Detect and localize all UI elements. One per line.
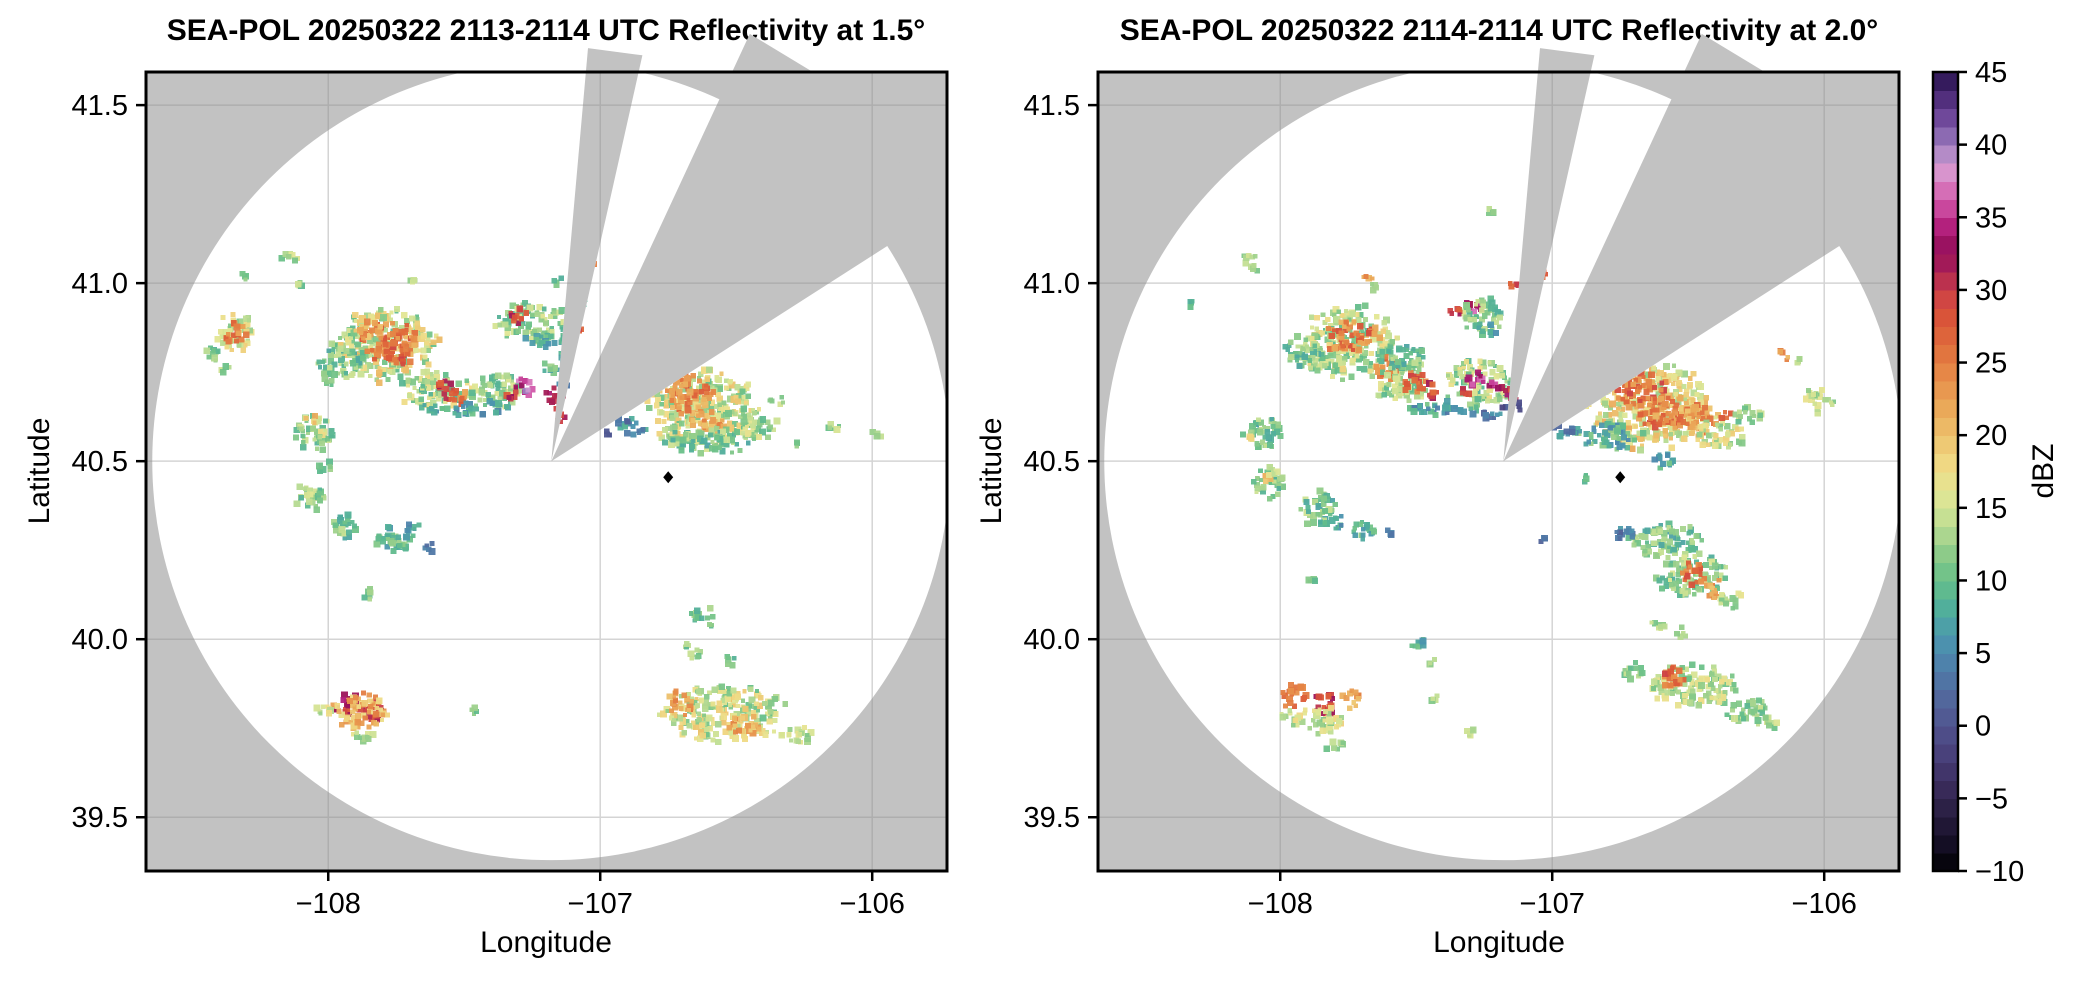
- colorbar-segment: [1933, 289, 1958, 309]
- colorbar-border: [1931, 70, 1960, 873]
- panel-title-left: SEA-POL 20250322 2113-2114 UTC Reflectiv…: [166, 14, 926, 47]
- y-axis-label-left: Latitude: [23, 417, 56, 525]
- colorbar-tick-label: 10: [1975, 565, 2007, 597]
- axis-ticks: [1088, 103, 1826, 881]
- colorbar-segment: [1933, 162, 1958, 182]
- colorbar-tick-label: −5: [1975, 783, 2008, 815]
- y-tick-label: 41.0: [1024, 268, 1080, 300]
- colorbar-segment: [1933, 743, 1958, 763]
- colorbar-segment: [1933, 562, 1958, 582]
- x-tick-label: −107: [568, 888, 633, 920]
- echo-layer: [203, 251, 884, 746]
- colorbar-segment: [1933, 72, 1958, 91]
- y-tick-label: 40.0: [72, 624, 128, 656]
- colorbar-segment: [1933, 471, 1958, 491]
- x-tick-label: −108: [1248, 888, 1313, 920]
- y-tick-label: 39.5: [1024, 802, 1080, 834]
- colorbar-segment: [1933, 326, 1958, 346]
- colorbar-segment: [1933, 580, 1958, 600]
- colorbar-tick-label: 0: [1975, 711, 1991, 743]
- colorbar-tick-label: 20: [1975, 420, 2007, 452]
- y-tick-label: 40.0: [1024, 624, 1080, 656]
- colorbar-segment: [1933, 798, 1958, 818]
- blocked-sector-0: [551, 48, 643, 462]
- colorbar-segment: [1933, 308, 1958, 328]
- y-tick-label: 41.0: [72, 268, 128, 300]
- colorbar-segment: [1933, 90, 1958, 110]
- colorbar-segment: [1933, 489, 1958, 509]
- colorbar-label: dBZ: [2027, 443, 2060, 499]
- colorbar-segment: [1933, 126, 1958, 146]
- x-tick-label: −108: [296, 888, 361, 920]
- y-tick-label: 41.5: [72, 90, 128, 122]
- colorbar-segment: [1933, 271, 1958, 291]
- grid-lines: [146, 72, 947, 871]
- plot-border: [1096, 70, 1901, 873]
- colorbar-segment: [1933, 834, 1958, 854]
- radar-plot-left: −108 −107 −106 41.5 41.0 40.5 40.0 39.5: [72, 33, 951, 920]
- colorbar-tick-label: 30: [1975, 275, 2007, 307]
- y-tick-label: 41.5: [1024, 90, 1080, 122]
- colorbar-segment: [1933, 634, 1958, 654]
- colorbar-tick-label: −10: [1975, 856, 2024, 888]
- colorbar-tick-label: 5: [1975, 638, 1991, 670]
- colorbar-segment: [1933, 653, 1958, 673]
- panel-title-right: SEA-POL 20250322 2114-2114 UTC Reflectiv…: [1119, 14, 1879, 47]
- colorbar-segment: [1933, 525, 1958, 545]
- x-axis-label-right: Longitude: [1433, 926, 1565, 959]
- site-marker: [1615, 471, 1626, 484]
- colorbar-segment: [1933, 398, 1958, 418]
- blocked-sector-1: [1503, 33, 1882, 462]
- colorbar-segment: [1933, 253, 1958, 273]
- x-tick-label: −106: [840, 888, 905, 920]
- y-tick-label: 40.5: [1024, 446, 1080, 478]
- site-marker: [663, 471, 674, 484]
- colorbar-tick-label: 40: [1975, 130, 2007, 162]
- colorbar-segment: [1933, 852, 1958, 872]
- colorbar-segment: [1933, 362, 1958, 382]
- colorbar-segment: [1933, 507, 1958, 527]
- plot-border: [144, 70, 949, 873]
- colorbar-segment: [1933, 725, 1958, 745]
- colorbar-tick-label: 45: [1975, 57, 2007, 89]
- colorbar-segment: [1933, 108, 1958, 128]
- colorbar-segment: [1933, 598, 1958, 618]
- x-tick-label: −106: [1792, 888, 1857, 920]
- colorbar: 45 40 35 30 25 20 15 10 5 0 −5 −10: [1931, 57, 2024, 888]
- colorbar-segment: [1933, 235, 1958, 255]
- colorbar-segment: [1933, 707, 1958, 727]
- colorbar-tick-label: 25: [1975, 348, 2007, 380]
- colorbar-segment: [1933, 199, 1958, 219]
- y-tick-label: 40.5: [72, 446, 128, 478]
- echo-layer: [1187, 206, 1836, 752]
- colorbar-segment: [1933, 816, 1958, 836]
- colorbar-tick-label: 35: [1975, 202, 2007, 234]
- colorbar-segment: [1933, 616, 1958, 636]
- colorbar-segment: [1933, 144, 1958, 164]
- radar-plot-right: −108 −107 −106 41.5 41.0 40.5 40.0 39.5: [1024, 33, 1903, 920]
- colorbar-segment: [1933, 544, 1958, 564]
- y-axis-label-right: Latitude: [975, 417, 1008, 525]
- blocked-sector-0: [1503, 48, 1595, 462]
- colorbar-segment: [1933, 435, 1958, 455]
- axis-ticks: [136, 103, 874, 881]
- colorbar-segment: [1933, 453, 1958, 473]
- x-axis-label-left: Longitude: [480, 926, 612, 959]
- blocked-sector-1: [551, 33, 930, 462]
- y-tick-label: 39.5: [72, 802, 128, 834]
- colorbar-ticks: [1958, 70, 1967, 873]
- colorbar-segment: [1933, 671, 1958, 691]
- colorbar-segment: [1933, 380, 1958, 400]
- colorbar-segment: [1933, 217, 1958, 237]
- colorbar-segment: [1933, 780, 1958, 800]
- colorbar-segment: [1933, 344, 1958, 364]
- colorbar-segment: [1933, 180, 1958, 200]
- colorbar-segment: [1933, 762, 1958, 782]
- colorbar-segment: [1933, 689, 1958, 709]
- colorbar-segment: [1933, 417, 1958, 436]
- x-tick-label: −107: [1520, 888, 1585, 920]
- colorbar-tick-label: 15: [1975, 493, 2007, 525]
